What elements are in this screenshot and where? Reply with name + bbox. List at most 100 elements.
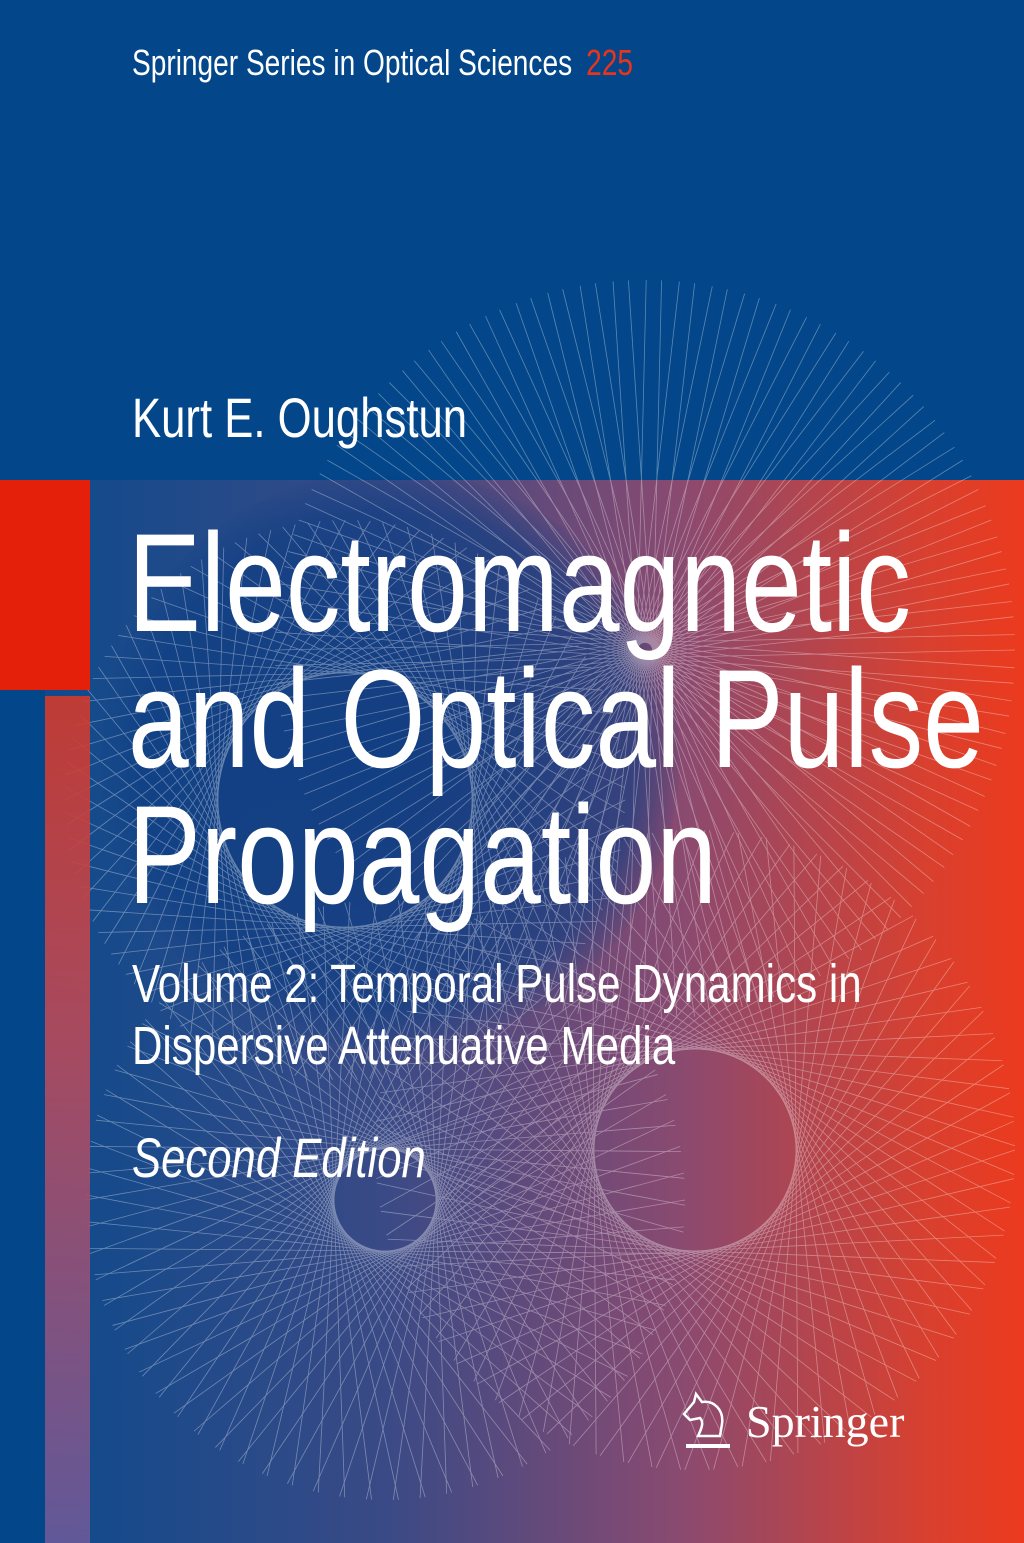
mesh-line — [298, 505, 986, 781]
mesh-line — [276, 616, 1015, 669]
mesh-line — [266, 900, 405, 1476]
mesh-line — [282, 526, 603, 911]
mesh-line — [406, 865, 844, 1290]
mesh-line — [473, 832, 735, 1382]
mesh-line — [190, 537, 248, 1034]
mesh-line — [142, 849, 621, 994]
mesh-line — [177, 982, 654, 1336]
mesh-line — [389, 382, 912, 907]
mesh-line — [145, 1019, 551, 1451]
mesh-line — [247, 933, 426, 1498]
mesh-line — [376, 981, 968, 1122]
mesh-line — [542, 833, 649, 1432]
mesh-line — [428, 349, 850, 960]
mesh-line — [158, 938, 533, 1398]
mesh-line — [291, 914, 569, 1438]
mesh-line — [345, 419, 936, 868]
mesh-line — [274, 634, 1015, 651]
mesh-line — [354, 432, 945, 881]
mesh-line — [406, 1010, 1010, 1090]
mesh-line — [271, 922, 399, 1500]
mesh-line — [469, 316, 807, 977]
mesh-line — [376, 406, 924, 906]
mesh-line — [514, 885, 682, 1470]
mesh-line — [317, 902, 351, 1493]
mesh-line — [95, 1027, 631, 1281]
gradient-fade — [45, 380, 1024, 480]
series-title: Springer Series in Optical Sciences 225 — [132, 42, 633, 84]
publisher-name: Springer — [746, 1395, 905, 1447]
mesh-line — [426, 360, 877, 949]
mesh-line — [568, 838, 621, 1445]
mesh-line — [90, 1140, 643, 1355]
mesh-line — [200, 774, 625, 1041]
mesh-line — [518, 882, 997, 1259]
mesh-line — [246, 725, 616, 1063]
mesh-line — [599, 961, 955, 1456]
mesh-line — [92, 667, 592, 679]
mesh-line — [305, 503, 979, 811]
mesh-line — [628, 279, 647, 1020]
mesh-line — [371, 900, 499, 1478]
mesh-line — [386, 1033, 994, 1066]
mesh-line — [190, 565, 625, 814]
mesh-line — [473, 918, 1011, 1204]
mesh-line — [765, 837, 826, 1443]
mesh-line — [173, 1069, 656, 1414]
mesh-line — [375, 1125, 937, 1361]
mesh-line — [242, 935, 608, 1402]
mesh-line — [151, 597, 623, 764]
mesh-line — [288, 536, 998, 749]
mesh-line — [431, 533, 510, 1027]
mesh-line — [389, 371, 890, 918]
mesh-line — [378, 393, 901, 918]
mesh-line — [294, 678, 598, 1076]
mesh-line — [88, 1248, 681, 1254]
mesh-line — [424, 902, 448, 1494]
mesh-line — [142, 606, 308, 1078]
mesh-line — [476, 1092, 1011, 1385]
mesh-line — [82, 529, 421, 899]
mesh-line — [577, 289, 728, 1014]
mesh-line — [114, 986, 597, 1331]
mesh-line — [215, 1023, 628, 1448]
subtitle: Volume 2: Temporal Pulse Dynamics in Dis… — [132, 953, 862, 1077]
mesh-line — [296, 913, 372, 1500]
mesh-line — [258, 533, 612, 888]
mesh-line — [594, 283, 711, 1015]
mesh-line — [269, 701, 608, 1071]
mesh-line — [469, 323, 835, 969]
red-accent-block — [0, 480, 90, 690]
mesh-line — [420, 985, 1014, 1118]
mesh-line — [317, 907, 547, 1454]
mesh-line — [495, 830, 706, 1401]
mesh-line — [67, 836, 539, 1003]
mesh-line — [151, 524, 296, 1003]
mesh-line — [197, 916, 484, 1435]
mesh-line — [395, 1037, 1003, 1062]
publisher-logo: Springer — [680, 1390, 904, 1452]
mesh-line — [124, 1146, 681, 1350]
mesh-line — [382, 522, 548, 994]
mesh-line — [84, 1099, 668, 1201]
mesh-line — [623, 837, 940, 1358]
line-mesh-pattern — [64, 279, 1016, 1500]
mesh-line — [180, 799, 626, 1027]
mesh-line — [94, 1226, 684, 1276]
mesh-line — [318, 489, 979, 825]
mesh-line — [327, 446, 955, 841]
mesh-line — [102, 1199, 686, 1301]
mesh-line — [440, 340, 862, 951]
mesh-line — [212, 553, 623, 839]
mesh-line — [87, 909, 586, 945]
mesh-line — [793, 845, 799, 1454]
mesh-line — [322, 906, 346, 1498]
mesh-line — [539, 870, 653, 1468]
mesh-line — [628, 280, 678, 1019]
mesh-line — [307, 522, 592, 934]
mesh-line — [344, 902, 523, 1467]
mesh-line — [197, 965, 641, 1359]
mesh-line — [374, 958, 952, 1151]
mesh-line — [417, 989, 822, 1445]
mesh-line — [485, 315, 791, 991]
